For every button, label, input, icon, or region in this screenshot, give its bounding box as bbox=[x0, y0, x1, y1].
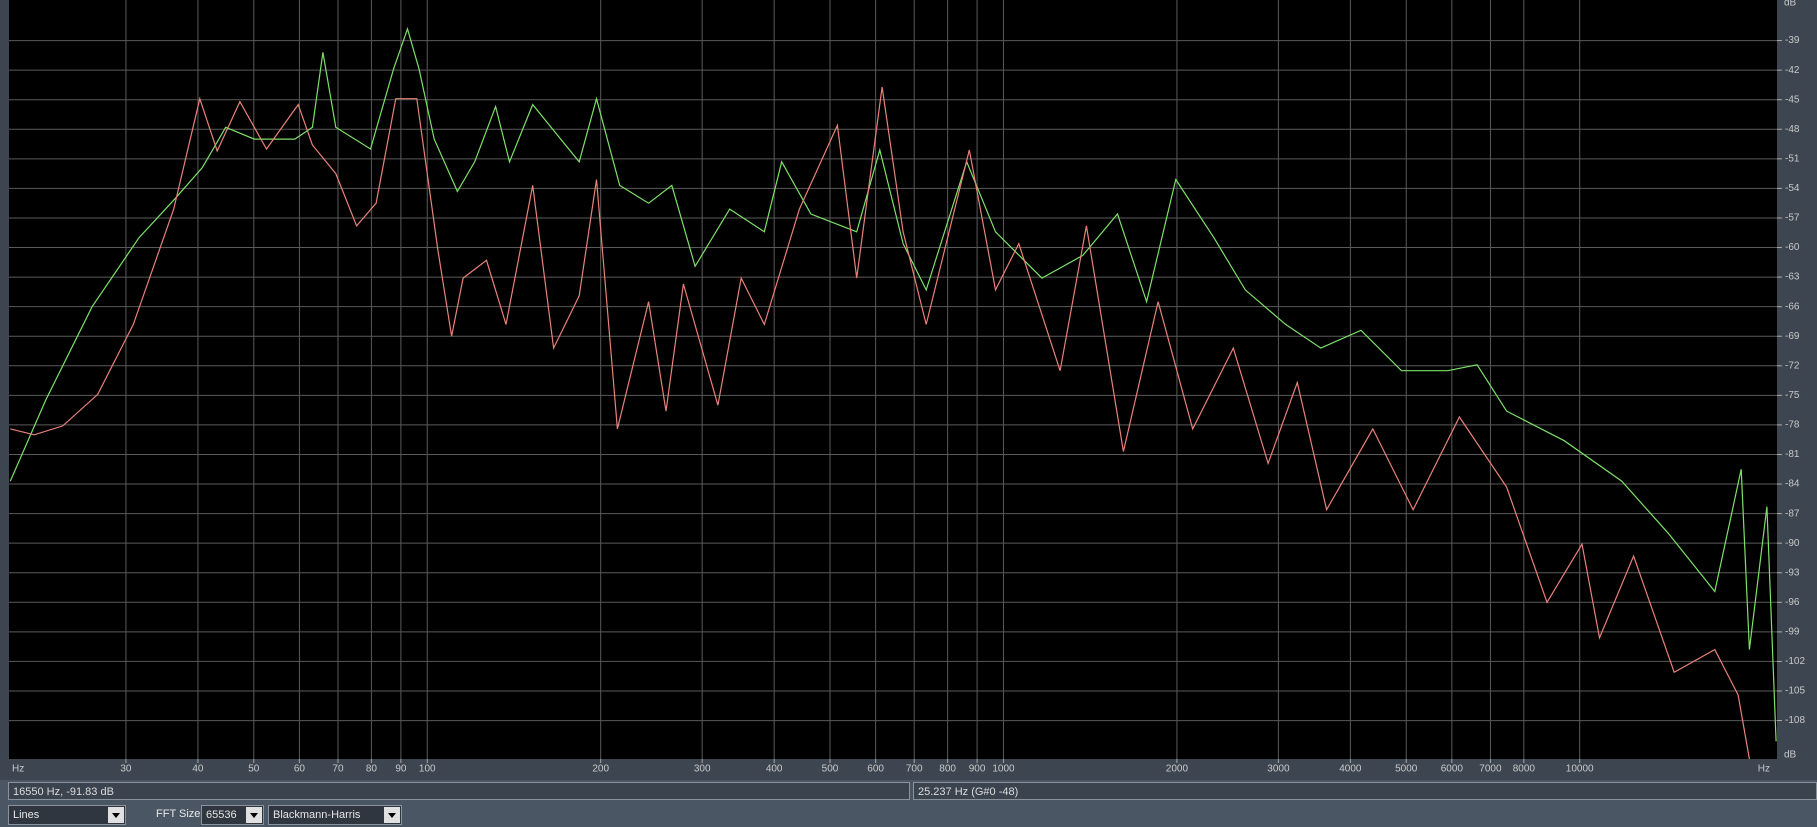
x-tick-label: 50 bbox=[248, 764, 260, 775]
y-tick-label: -60 bbox=[1785, 242, 1800, 253]
x-tick-label: 5000 bbox=[1395, 764, 1418, 775]
x-tick-label: 7000 bbox=[1479, 764, 1502, 775]
y-tick-label: -96 bbox=[1785, 597, 1800, 608]
x-tick-label: 400 bbox=[766, 764, 783, 775]
y-tick-label: -90 bbox=[1785, 538, 1800, 549]
y-tick-label: -105 bbox=[1785, 686, 1805, 697]
display-mode-text: Lines bbox=[13, 809, 40, 821]
fft-label: FFT Size bbox=[156, 808, 201, 820]
y-tick-label: -72 bbox=[1785, 360, 1800, 371]
display-mode[interactable]: Lines bbox=[8, 805, 126, 825]
window-type-text: Blackmann-Harris bbox=[273, 809, 361, 821]
y-tick-label: -84 bbox=[1785, 479, 1800, 490]
y-tick-label: -81 bbox=[1785, 449, 1800, 460]
y-tick-label: -45 bbox=[1785, 94, 1800, 105]
y-tick-label: -75 bbox=[1785, 390, 1800, 401]
y-tick-label: -66 bbox=[1785, 301, 1800, 312]
spectrum-line bbox=[9, 26, 1777, 742]
x-tick-label: 2000 bbox=[1166, 764, 1189, 775]
y-tick-label: -102 bbox=[1785, 656, 1805, 667]
x-tick-label: 60 bbox=[294, 764, 306, 775]
y-tick-label: -48 bbox=[1785, 124, 1800, 135]
x-tick-label: 600 bbox=[867, 764, 884, 775]
x-tick-label: 30 bbox=[120, 764, 132, 775]
fft-size-text: 65536 bbox=[206, 809, 237, 821]
x-tick-label: 4000 bbox=[1339, 764, 1362, 775]
y-tick-label: -87 bbox=[1785, 508, 1800, 519]
x-tick-label: 100 bbox=[419, 764, 436, 775]
y-tick-label: -51 bbox=[1785, 153, 1800, 164]
y-tick-label: -93 bbox=[1785, 567, 1800, 578]
x-tick-label: 900 bbox=[969, 764, 986, 775]
x-tick-label: 70 bbox=[332, 764, 344, 775]
x-tick-label: 8000 bbox=[1513, 764, 1536, 775]
x-unit: Hz bbox=[12, 764, 24, 775]
y-tick-label: -54 bbox=[1785, 183, 1800, 194]
x-tick-label: 500 bbox=[822, 764, 839, 775]
peak-readout: 25.237 Hz (G#0 -48) bbox=[913, 782, 1817, 800]
y-tick-label: -57 bbox=[1785, 213, 1800, 224]
y-tick-label: -78 bbox=[1785, 420, 1800, 431]
x-tick-label: 200 bbox=[592, 764, 609, 775]
fft-size[interactable]: 65536 bbox=[201, 805, 264, 825]
y-tick-label: -108 bbox=[1785, 715, 1805, 726]
x-tick-label: 700 bbox=[906, 764, 923, 775]
plot-area bbox=[9, 0, 1777, 759]
x-tick-label: 800 bbox=[939, 764, 956, 775]
window-type[interactable]: Blackmann-Harris bbox=[268, 805, 402, 825]
spectrum-line bbox=[10, 86, 1750, 760]
x-tick-label: 6000 bbox=[1441, 764, 1464, 775]
y-unit: dB bbox=[1784, 0, 1797, 9]
x-tick-label: 300 bbox=[694, 764, 711, 775]
x-tick-label: 3000 bbox=[1267, 764, 1290, 775]
y-tick-label: -69 bbox=[1785, 331, 1800, 342]
x-tick-label: 80 bbox=[366, 764, 378, 775]
y-unit: dB bbox=[1784, 750, 1797, 761]
cursor-readout: 16550 Hz, -91.83 dB bbox=[8, 782, 910, 800]
spectrum: Hz Hz dB dB -39 -42 -45 -48 -51 -54 -57 -60 -63 -… bbox=[0, 0, 1817, 780]
x-tick-label: 10000 bbox=[1566, 764, 1594, 775]
y-tick-label: -42 bbox=[1785, 65, 1800, 76]
y-tick-label: -39 bbox=[1785, 35, 1800, 46]
x-unit: Hz bbox=[1758, 764, 1770, 775]
x-tick-label: 40 bbox=[192, 764, 204, 775]
y-tick-label: -99 bbox=[1785, 627, 1800, 638]
y-tick-label: -63 bbox=[1785, 272, 1800, 283]
x-tick-label: 1000 bbox=[992, 764, 1015, 775]
x-tick-label: 90 bbox=[395, 764, 407, 775]
